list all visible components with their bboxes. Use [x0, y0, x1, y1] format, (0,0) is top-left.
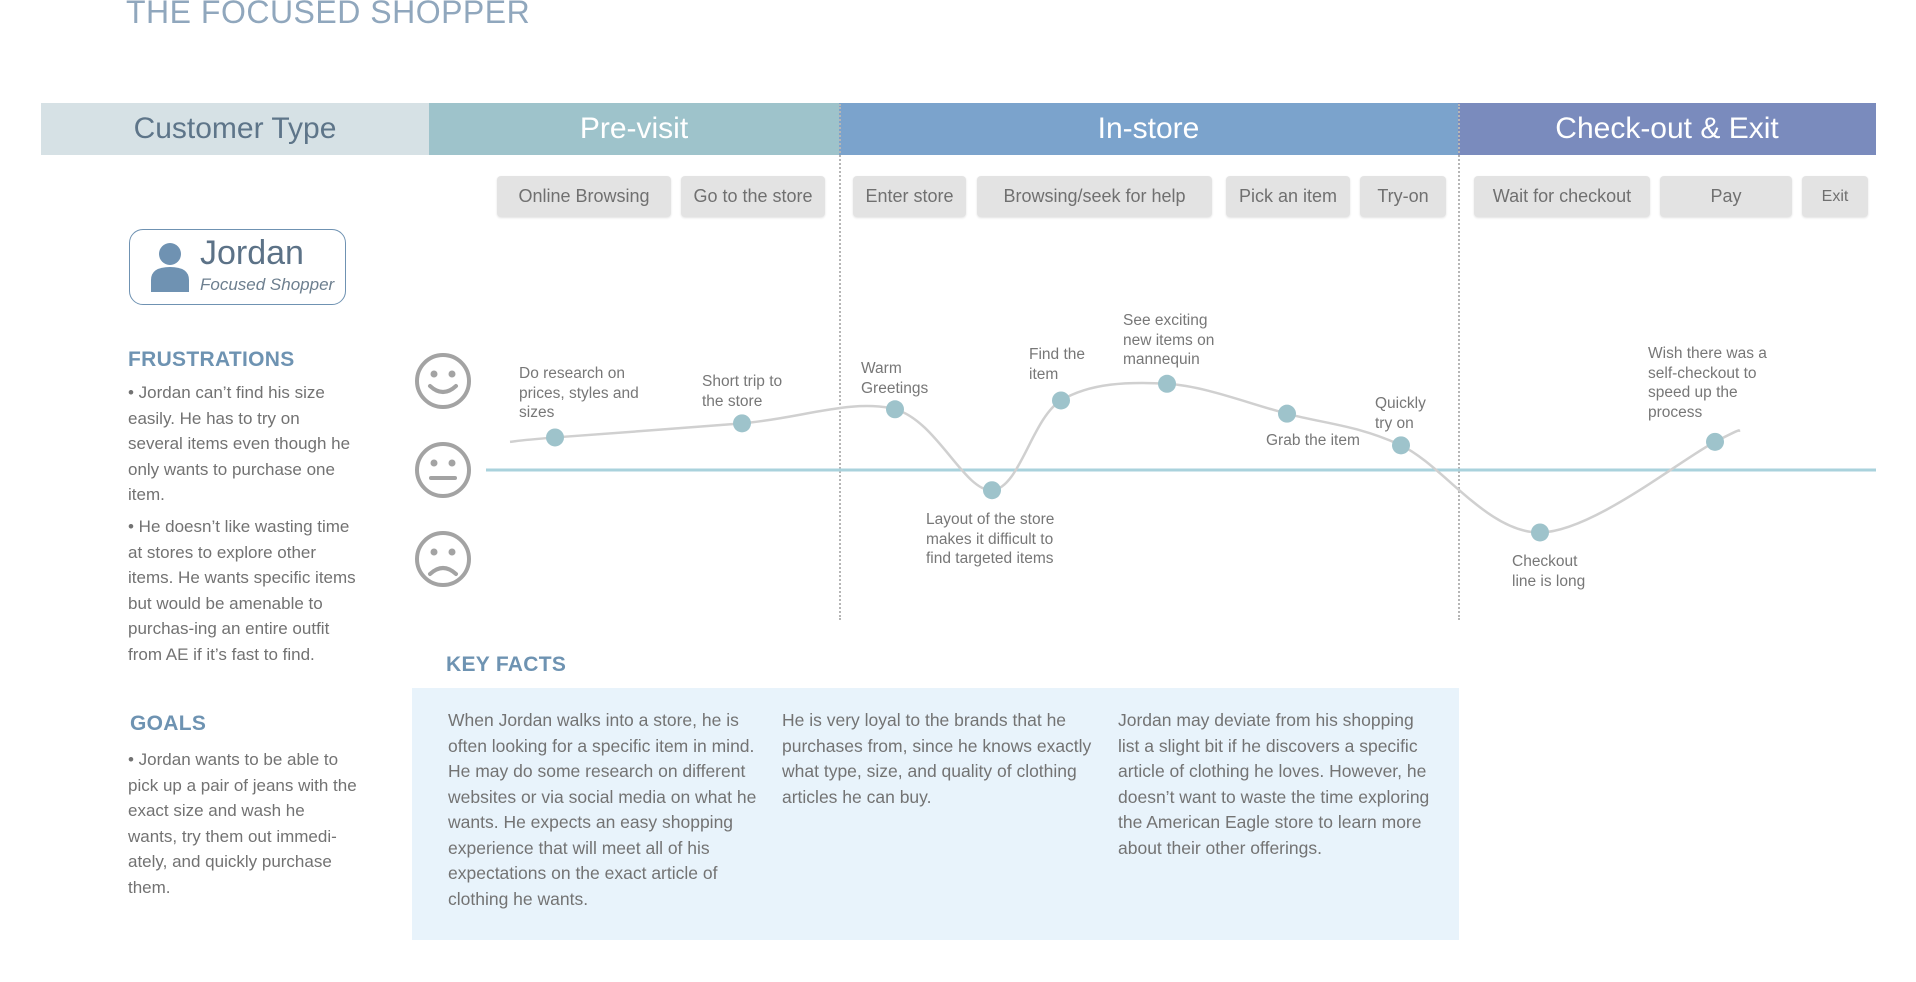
persona-card: Jordan Focused Shopper — [129, 229, 346, 305]
point-label-self-checkout: Wish there was a self-checkout to speed … — [1648, 345, 1767, 421]
phase-instore: In-store — [839, 103, 1458, 155]
point-label-layout: Layout of the store makes it difficult t… — [926, 511, 1055, 567]
phase-previsit: Pre-visit — [429, 103, 839, 155]
phase-checkout: Check-out & Exit — [1458, 103, 1876, 155]
step-enter-store: Enter store — [853, 176, 966, 217]
journey-point-10 — [1706, 432, 1724, 451]
point-label-research: Do research on prices, styles and sizes — [519, 365, 639, 421]
journey-point-6 — [1158, 374, 1176, 393]
key-fact-column: When Jordan walks into a store, he is of… — [448, 710, 757, 909]
point-label-warm-greetings: Warm Greetings — [861, 360, 929, 397]
point-label-find-item: Find the item — [1029, 346, 1086, 383]
journey-curve — [509, 381, 1741, 534]
happy-face-icon — [415, 353, 471, 409]
key-facts-panel — [412, 688, 1459, 940]
step-try-on: Try-on — [1360, 176, 1446, 217]
goal-item: • Jordan wants to be able to pick up a p… — [128, 750, 357, 897]
point-label-short-trip: Short trip to the store — [702, 373, 783, 410]
journey-point-8 — [1392, 436, 1410, 455]
frustration-item: • He doesn’t like wasting time at stores… — [128, 517, 356, 664]
point-label-grab-item: Grab the item — [1266, 432, 1360, 449]
step-pick-item: Pick an item — [1226, 176, 1350, 217]
journey-point-3 — [886, 400, 904, 419]
step-exit: Exit — [1802, 176, 1868, 217]
user-icon — [151, 243, 189, 292]
phase-customer-type: Customer Type — [41, 103, 429, 155]
persona-name: Jordan — [200, 234, 304, 272]
point-label-checkout-line: Checkout line is long — [1512, 553, 1586, 590]
journey-point-5 — [1052, 391, 1070, 410]
journey-point-9 — [1531, 523, 1549, 542]
persona-role: Focused Shopper — [200, 275, 335, 294]
divider-previsit-instore — [839, 104, 841, 620]
step-pay: Pay — [1660, 176, 1792, 217]
goals-heading: GOALS — [130, 712, 207, 735]
step-online-browsing: Online Browsing — [497, 176, 671, 217]
step-go-to-store: Go to the store — [681, 176, 825, 217]
neutral-face-icon — [415, 442, 471, 498]
journey-point-4 — [983, 481, 1001, 500]
key-facts-heading: KEY FACTS — [446, 653, 567, 676]
page-title: THE FOCUSED SHOPPER — [126, 0, 531, 30]
step-browsing: Browsing/seek for help — [977, 176, 1212, 217]
point-label-quickly-try-on: Quickly try on — [1375, 395, 1426, 432]
key-fact-column: Jordan may deviate from his shopping lis… — [1118, 710, 1430, 858]
journey-point-2 — [733, 414, 751, 433]
journey-point-7 — [1278, 404, 1296, 423]
frustration-item: • Jordan can’t find his size easily. He … — [128, 383, 351, 504]
step-wait-checkout: Wait for checkout — [1474, 176, 1650, 217]
sad-face-icon — [415, 531, 471, 587]
journey-point-1 — [546, 428, 564, 447]
divider-instore-checkout — [1458, 104, 1460, 620]
key-fact-column: He is very loyal to the brands that he p… — [782, 710, 1092, 807]
point-label-see-new-items: See exciting new items on mannequin — [1123, 312, 1215, 368]
frustrations-heading: FRUSTRATIONS — [128, 348, 295, 371]
